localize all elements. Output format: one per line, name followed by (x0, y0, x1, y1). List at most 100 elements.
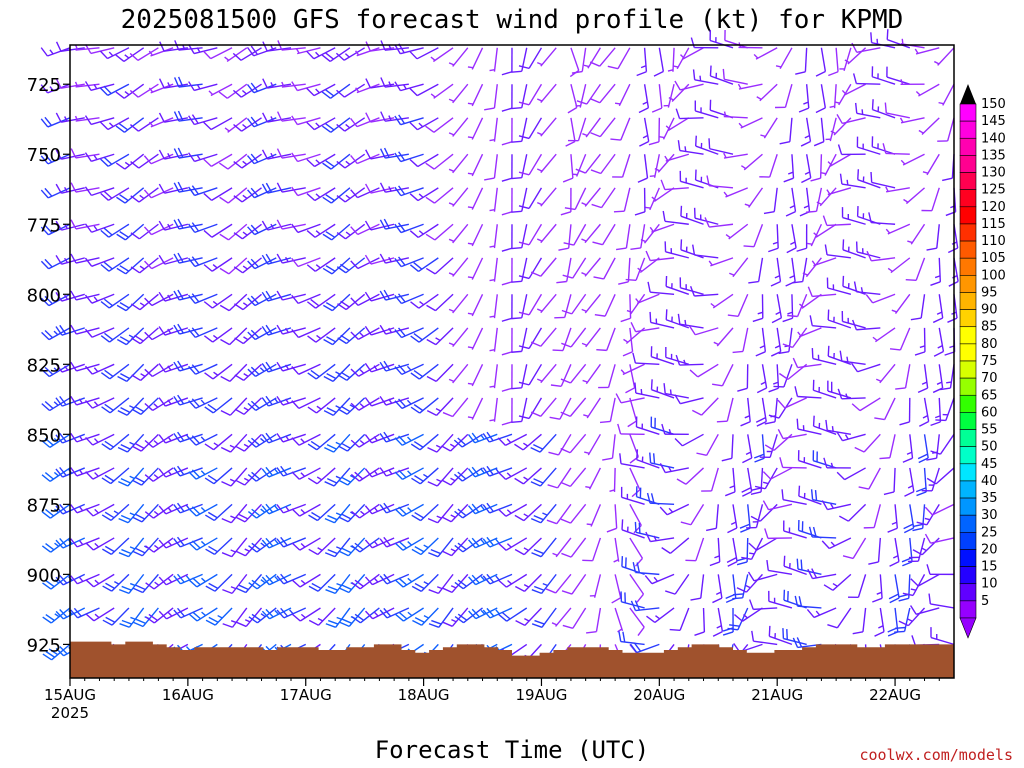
wind-barb-flag (768, 247, 779, 253)
wind-barb (467, 257, 484, 280)
wind-barb-half-flag (54, 542, 60, 547)
wind-barb (219, 153, 248, 170)
wind-barb (825, 117, 837, 142)
wind-barb-half-flag (903, 198, 909, 203)
wind-barb-flag (177, 431, 185, 442)
wind-barb (872, 327, 896, 343)
wind-barb-staff (815, 187, 823, 212)
wind-barb-flag (84, 294, 93, 304)
wind-barb-flag (276, 432, 284, 443)
colorbar-label: 45 (981, 457, 998, 472)
wind-barb (247, 257, 277, 270)
wind-barb (235, 537, 263, 557)
wind-barb (173, 431, 203, 443)
wind-barb-half-flag (315, 264, 321, 269)
wind-barb-flag (773, 385, 784, 388)
wind-barb-flag (425, 125, 435, 133)
wind-barb (834, 83, 852, 106)
wind-barb (203, 257, 233, 272)
wind-barb-flag (916, 491, 927, 497)
wind-barb-staff (599, 117, 616, 138)
wind-barb-half-flag (94, 438, 99, 443)
wind-barb (614, 83, 631, 107)
wind-barb-half-flag (373, 365, 378, 371)
wind-barb-flag (533, 514, 544, 521)
wind-barb (785, 187, 797, 217)
wind-barb-flag (364, 505, 373, 515)
wind-barb-flag (55, 41, 62, 52)
wind-barb (467, 187, 484, 210)
wind-barb (188, 363, 218, 375)
wind-barb-staff (471, 223, 484, 247)
wind-barb-flag (70, 432, 78, 443)
wind-barb-flag (325, 89, 335, 97)
wind-barb (797, 327, 822, 338)
wind-barb-flag (144, 331, 153, 341)
wind-barb-staff (599, 83, 616, 104)
wind-barb-half-flag (345, 123, 351, 129)
wind-barb-staff (629, 504, 642, 526)
wind-barb-staff (709, 223, 734, 228)
wind-barb-flag (121, 619, 132, 625)
wind-barb-half-flag (274, 468, 279, 474)
wind-barb (680, 205, 704, 225)
wind-barb-staff (91, 187, 115, 197)
wind-barb (441, 433, 469, 452)
wind-barb-flag (694, 135, 697, 147)
wind-barb-half-flag (489, 279, 495, 282)
wind-barb-staff (694, 293, 719, 297)
wind-barb-staff (791, 224, 797, 249)
wind-barb-staff (620, 397, 645, 404)
wind-barb-flag (889, 597, 900, 604)
wind-barb (219, 257, 248, 275)
wind-barb (232, 47, 262, 61)
wind-barb (663, 383, 689, 399)
wind-barb-staff (554, 607, 572, 627)
wind-barb-staff (753, 607, 778, 611)
wind-barb-flag (563, 242, 574, 246)
wind-barb-flag (265, 395, 273, 406)
wind-barb-staff (267, 47, 292, 52)
wind-barb-flag (394, 366, 403, 375)
wind-barb-flag (625, 387, 635, 394)
wind-barb-flag (158, 468, 167, 478)
wind-barb (306, 83, 336, 97)
wind-barb-staff (570, 47, 580, 71)
wind-barb-staff (672, 47, 675, 72)
wind-barb-flag (340, 371, 351, 379)
wind-barb-staff (109, 397, 130, 414)
wind-barb-staff (658, 47, 665, 72)
wind-barb-flag (251, 613, 261, 621)
wind-barb-flag (45, 508, 55, 517)
wind-barb (425, 117, 454, 133)
colorbar-swatch (959, 155, 977, 173)
wind-barb (222, 607, 248, 628)
wind-barb-flag (530, 411, 542, 417)
wind-barb-flag (365, 41, 371, 52)
wind-barb-flag (634, 521, 637, 533)
wind-barb (727, 504, 738, 534)
wind-barb-flag (232, 52, 242, 61)
wind-barb-flag (689, 286, 695, 297)
wind-barb (409, 223, 439, 238)
wind-barb (203, 293, 233, 309)
wind-barb-flag (247, 510, 257, 519)
wind-barb-half-flag (167, 577, 173, 583)
wind-barb-flag (59, 645, 68, 655)
wind-barb-staff (524, 573, 542, 592)
wind-barb (875, 363, 896, 384)
wind-barb-flag (262, 112, 269, 123)
wind-barb-half-flag (274, 610, 280, 615)
wind-barb (736, 537, 749, 566)
wind-barb (665, 117, 690, 131)
wind-barb-flag (218, 91, 228, 99)
wind-barb (55, 291, 85, 302)
wind-barb (322, 153, 351, 170)
wind-barb (467, 397, 484, 420)
wind-barb-flag (630, 600, 637, 611)
wind-barb (886, 29, 911, 49)
wind-barb-flag (851, 403, 861, 412)
wind-barb-flag (148, 613, 158, 622)
wind-barb-flag (324, 517, 335, 524)
wind-barb-staff (813, 389, 837, 399)
